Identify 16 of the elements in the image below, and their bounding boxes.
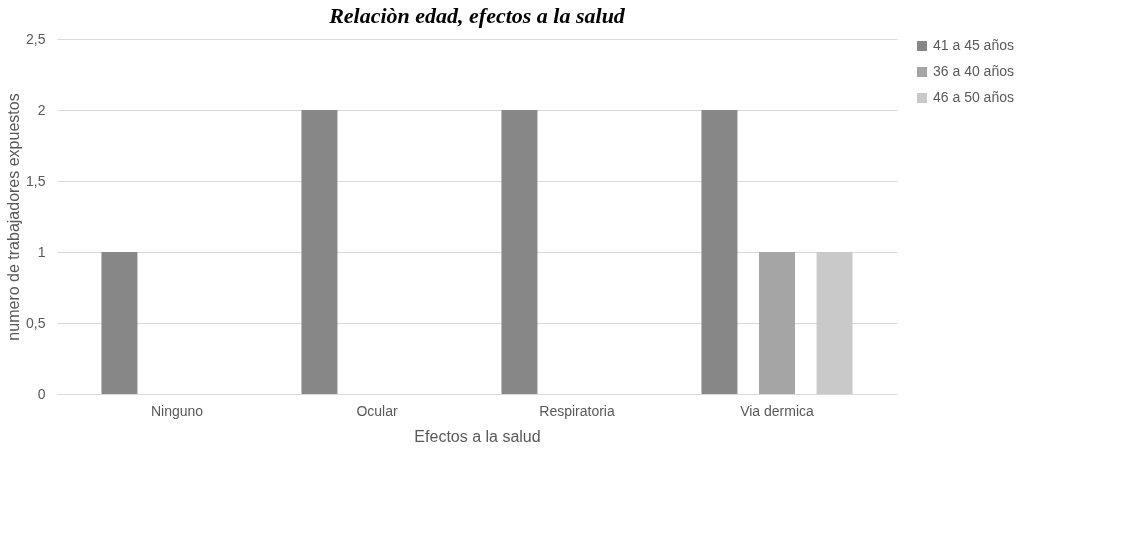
x-axis-title: Efectos a la salud — [414, 427, 541, 445]
legend-label: 46 a 50 años — [933, 89, 1014, 105]
legend-label: 41 a 45 años — [933, 37, 1014, 53]
x-tick-label: Ocular — [356, 402, 398, 419]
y-tick-label: 0 — [37, 385, 46, 402]
y-tick-label: 2 — [37, 101, 46, 118]
y-axis-title: numero de trabajadores expuestos — [5, 93, 23, 341]
y-tick-label: 1 — [37, 243, 46, 260]
chart-title: Relaciòn edad, efectos a la salud — [328, 3, 626, 28]
x-tick-label: Ninguno — [150, 402, 204, 419]
legend-label: 36 a 40 años — [933, 63, 1014, 79]
y-tick-label: 1,5 — [26, 172, 46, 189]
x-tick-label: Via dermica — [740, 402, 815, 419]
y-tick-label: 2,5 — [26, 30, 46, 47]
y-tick-label: 0,5 — [26, 314, 46, 331]
x-tick-label: Respiratoria — [539, 402, 615, 419]
